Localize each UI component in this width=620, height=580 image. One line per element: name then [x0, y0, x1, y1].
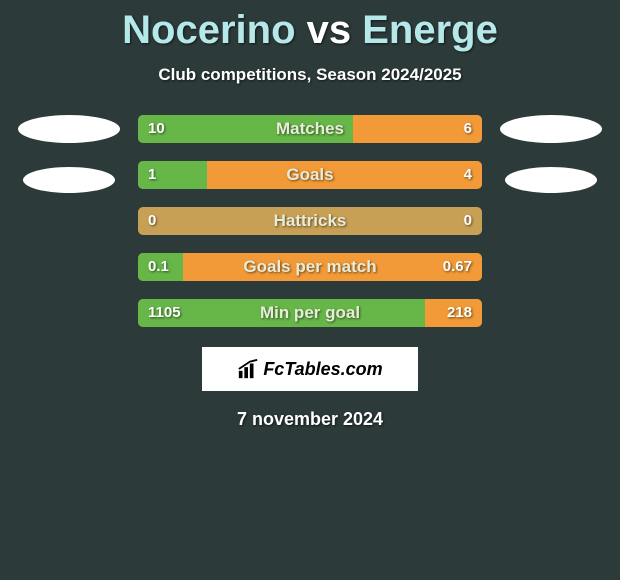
player1-avatar-large [18, 115, 120, 143]
chart-icon [237, 358, 259, 380]
bars-container: 106Matches 14Goals 00Hattricks 0.10.67Goals… [138, 115, 482, 327]
bar-row: 1105218Min per goal [138, 299, 482, 327]
bar-row: 0.10.67Goals per match [138, 253, 482, 281]
comparison-title: Nocerino vs Energe [0, 0, 620, 53]
player2-avatar-column [500, 115, 602, 193]
bar-label: Goals [138, 161, 482, 189]
title-player2: Energe [362, 8, 498, 52]
title-vs: vs [307, 8, 352, 52]
bar-row: 14Goals [138, 161, 482, 189]
player2-avatar-small [505, 167, 597, 193]
bar-label: Matches [138, 115, 482, 143]
logo-box: FcTables.com [202, 347, 418, 391]
subtitle: Club competitions, Season 2024/2025 [0, 65, 620, 85]
bar-row: 00Hattricks [138, 207, 482, 235]
player1-avatar-small [23, 167, 115, 193]
player1-avatar-column [18, 115, 120, 193]
bar-label: Hattricks [138, 207, 482, 235]
bar-row: 106Matches [138, 115, 482, 143]
title-player1: Nocerino [122, 8, 295, 52]
bar-label: Goals per match [138, 253, 482, 281]
bar-label: Min per goal [138, 299, 482, 327]
logo-text: FcTables.com [263, 359, 382, 380]
date-label: 7 november 2024 [0, 409, 620, 430]
comparison-chart: 106Matches 14Goals 00Hattricks 0.10.67Goals… [0, 115, 620, 327]
player2-avatar-large [500, 115, 602, 143]
